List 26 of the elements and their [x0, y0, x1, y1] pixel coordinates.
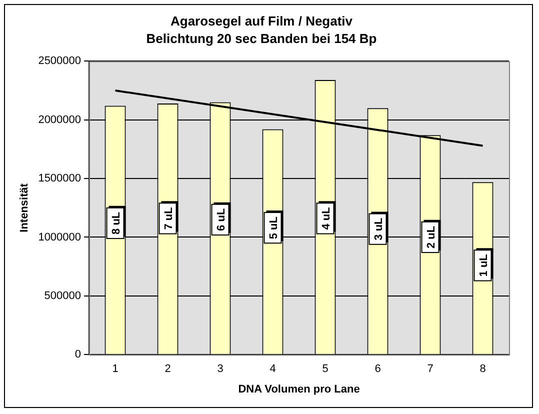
- x-tick-label: 3: [217, 363, 224, 376]
- y-tick-label: 2500000: [38, 55, 82, 68]
- x-tick-label: 6: [374, 363, 381, 376]
- y-axis-title: Intensität: [18, 183, 31, 232]
- x-axis-title: DNA Volumen pro Lane: [238, 383, 360, 396]
- chart-title: Agarosegel auf Film / Negativ: [170, 13, 354, 28]
- annotation: 2 uL: [425, 226, 438, 249]
- x-tick-label: 1: [112, 363, 118, 376]
- chart-subtitle: Belichtung 20 sec Banden bei 154 Bp: [146, 30, 377, 46]
- x-tick-label: 2: [164, 363, 171, 376]
- annotation: 5 uL: [268, 216, 280, 240]
- annotation: 6 uL: [215, 208, 228, 231]
- x-tick-label: 4: [270, 363, 276, 376]
- annotation: 8 uL: [110, 212, 122, 234]
- y-tick-label: 1500000: [38, 172, 82, 185]
- y-tick-label: 0: [74, 348, 82, 361]
- x-tick-label: 7: [427, 363, 434, 376]
- x-tick-label: 5: [322, 363, 328, 376]
- y-tick-label: 2000000: [38, 114, 82, 126]
- annotation: 3 uL: [372, 217, 385, 240]
- x-tick-label: 8: [480, 363, 486, 376]
- annotation: 4 uL: [320, 206, 332, 230]
- annotation: 7 uL: [162, 206, 175, 230]
- y-tick-label: 500000: [44, 290, 82, 302]
- annotation: 1 uL: [478, 254, 490, 277]
- y-tick-label: 1000000: [38, 231, 82, 244]
